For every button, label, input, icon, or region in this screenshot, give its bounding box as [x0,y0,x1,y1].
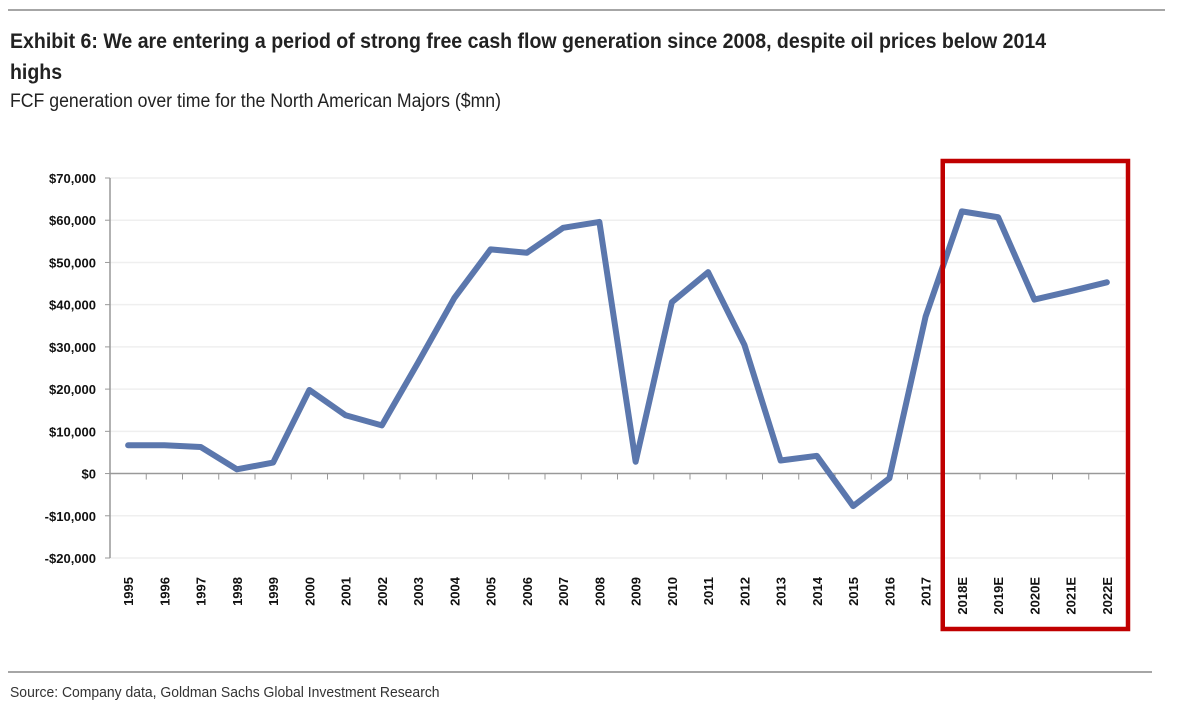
y-tick-label: $10,000 [49,424,96,439]
x-tick-label: 2000 [302,577,317,606]
x-tick-label: 2014 [810,576,825,606]
x-tick-label: 2001 [339,577,354,606]
x-tick-label: 2006 [520,577,535,606]
y-tick-label: -$20,000 [45,551,96,566]
x-tick-label: 2012 [737,577,752,606]
y-tick-label: -$10,000 [45,509,96,524]
x-tick-label: 2004 [447,576,462,606]
chart-subtitle: FCF generation over time for the North A… [10,91,502,112]
x-tick-label: 2009 [629,577,644,606]
x-tick-label: 2013 [774,577,789,606]
x-tick-label: 2018E [955,577,970,615]
x-tick-label: 2002 [375,577,390,606]
x-tick-label: 2010 [665,577,680,606]
y-tick-label: $30,000 [49,340,96,355]
x-tick-label: 2019E [991,577,1006,615]
y-tick-label: $70,000 [49,171,96,186]
x-tick-label: 1995 [121,577,136,606]
x-tick-label: 2020E [1027,577,1042,615]
bottom-rule [8,671,1152,673]
x-tick-label: 1997 [194,577,209,606]
x-tick-label: 1998 [230,577,245,606]
forecast-highlight-box [940,158,1131,632]
y-tick-label: $0 [82,467,96,482]
chart-title: Exhibit 6: We are entering a period of s… [10,30,1047,84]
y-tick-label: $40,000 [49,298,96,313]
x-tick-label: 2022E [1100,577,1115,615]
top-rule [8,9,1165,11]
x-tick-label: 2016 [882,577,897,606]
x-tick-label: 2003 [411,577,426,606]
x-tick-label: 2008 [592,577,607,606]
x-tick-label: 2017 [919,577,934,606]
y-tick-label: $60,000 [49,213,96,228]
x-tick-label: 2015 [846,577,861,606]
x-tick-label: 2021E [1064,577,1079,615]
source-note: Source: Company data, Goldman Sachs Glob… [10,684,440,701]
y-tick-label: $20,000 [49,382,96,397]
x-tick-label: 1999 [266,577,281,606]
y-tick-label: $50,000 [49,255,96,270]
x-tick-label: 2005 [484,577,499,606]
x-tick-label: 2011 [701,577,716,605]
x-tick-label: 2007 [556,577,571,606]
x-tick-label: 1996 [157,577,172,606]
fcf-series-line [125,208,1110,510]
